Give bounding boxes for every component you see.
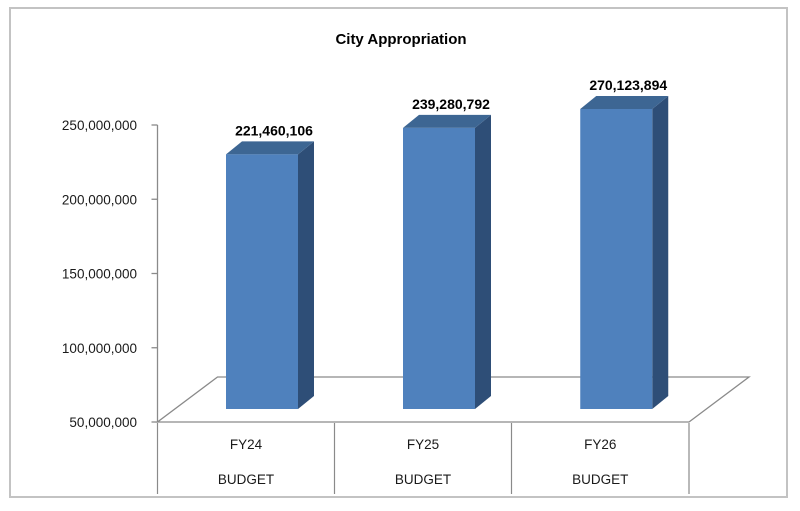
bar-value-label: 221,460,106 (235, 122, 313, 138)
category-label-budget: BUDGET (218, 472, 274, 487)
y-tick-label: 100,000,000 (62, 341, 137, 356)
bar-top-face (580, 96, 669, 109)
bar-side-face (298, 141, 314, 409)
bar-value-label: 270,123,894 (589, 77, 667, 93)
category-label-budget: BUDGET (395, 472, 451, 487)
bar-side-face (475, 114, 491, 409)
y-tick-label: 250,000,000 (62, 118, 137, 133)
bar-side-face (652, 96, 669, 409)
bar-front-face (403, 127, 475, 409)
bar-value-label: 239,280,792 (412, 96, 490, 112)
chart-title: City Appropriation (335, 31, 466, 48)
y-tick-label: 150,000,000 (62, 267, 137, 282)
y-tick-label: 200,000,000 (62, 192, 137, 207)
category-label-budget: BUDGET (572, 472, 628, 487)
category-label-year: FY24 (230, 437, 263, 452)
category-label-year: FY26 (584, 437, 616, 452)
plot-area: 250,000,000 200,000,000 150,000,000 100,000… (62, 77, 751, 494)
bar-top-face (226, 141, 314, 155)
category-label-year: FY25 (407, 437, 439, 452)
floor-plane (155, 376, 751, 423)
bar-top-face (403, 114, 491, 128)
bar-front-face (226, 154, 298, 409)
bar-front-face (580, 109, 653, 409)
y-tick-label: 50,000,000 (69, 415, 137, 430)
